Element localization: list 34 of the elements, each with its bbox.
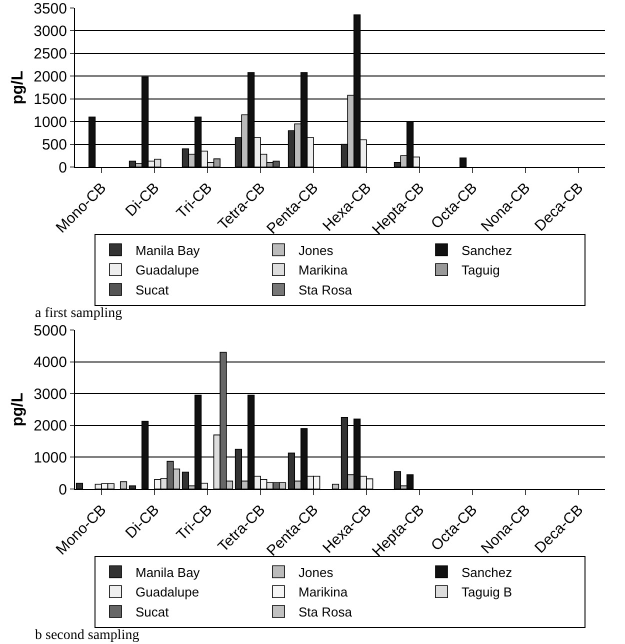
- y-tick-label: 1000: [34, 449, 67, 466]
- text: a first sampling: [35, 306, 122, 321]
- legend-label: Sta Rosa: [298, 604, 353, 620]
- legend-label: Sanchez: [462, 242, 512, 258]
- legend-label: Marikina: [298, 584, 348, 600]
- y-tick-label: 0: [58, 159, 67, 176]
- y-tick-label: 500: [42, 136, 67, 154]
- y-tick-label: 0: [58, 481, 67, 498]
- legend-label: Jones: [298, 564, 334, 580]
- legend-label: Taguig B: [462, 584, 512, 600]
- y-tick-label: 2000: [34, 418, 67, 435]
- y-axis-title: pg/L: [10, 70, 27, 104]
- y-tick-label: 4000: [34, 354, 67, 372]
- legend-label: Guadalupe: [136, 584, 200, 600]
- legend-label: Guadalupe: [136, 262, 200, 278]
- y-tick-label: 1000: [34, 114, 67, 131]
- y-tick-label: 2000: [34, 68, 67, 86]
- legend-label: Jones: [298, 242, 334, 258]
- legend-label: Sucat: [136, 604, 170, 620]
- legend-label: Manila Bay: [136, 564, 200, 580]
- text: b second sampling: [35, 628, 140, 643]
- legend-label: Taguig: [462, 262, 500, 278]
- legend-label: Sta Rosa: [298, 282, 353, 298]
- y-tick-label: 1500: [34, 91, 67, 108]
- y-tick-label: 5000: [34, 322, 67, 340]
- legend-label: Sucat: [136, 282, 170, 298]
- legend-label: Marikina: [298, 262, 348, 278]
- y-tick-label: 2500: [34, 46, 67, 63]
- y-axis-title: pg/L: [10, 392, 27, 426]
- y-tick-label: 3500: [34, 0, 67, 18]
- legend-label: Sanchez: [462, 564, 512, 580]
- legend-label: Manila Bay: [136, 242, 200, 258]
- y-tick-label: 3000: [34, 386, 67, 403]
- y-tick-label: 3000: [34, 22, 67, 40]
